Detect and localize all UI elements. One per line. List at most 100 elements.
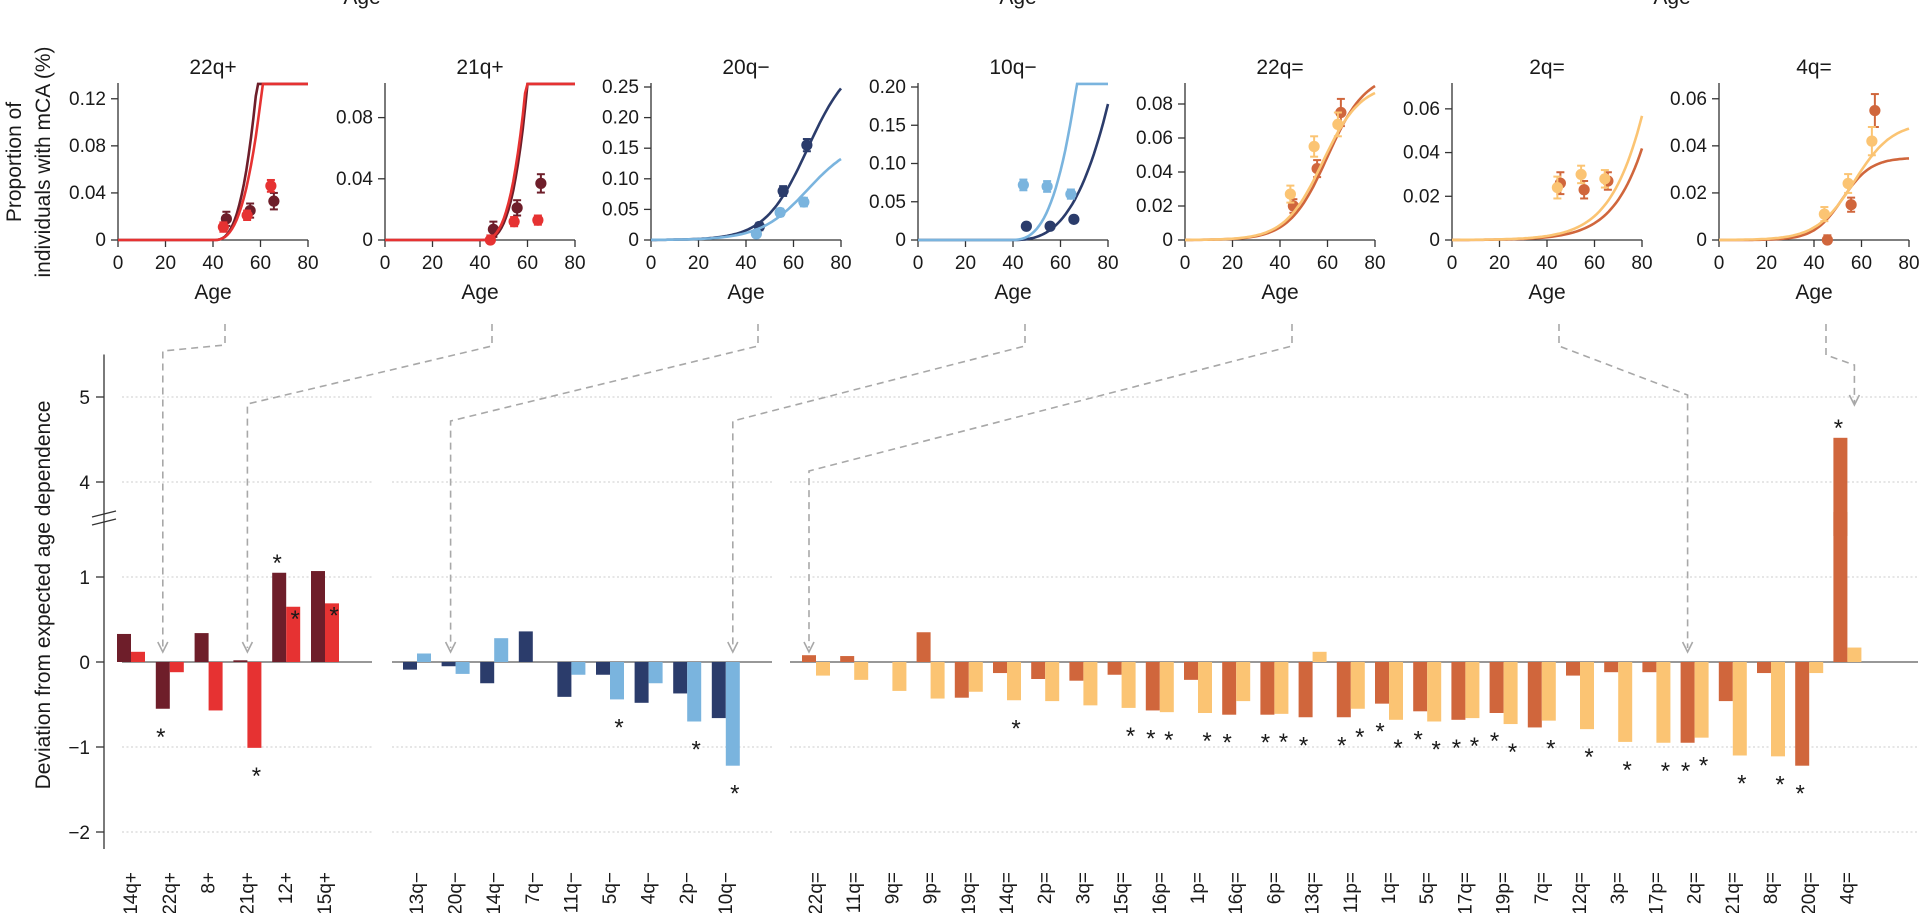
x-tick-label: 20 [1489, 253, 1510, 274]
bar-light-22q+ [169, 662, 184, 673]
category-label: 9q= [882, 872, 903, 904]
significance-star: * [1011, 715, 1020, 742]
panel-4q=: 4q= 0 0.02 0.04 0.06 0 20 40 60 80 Age [1670, 56, 1920, 304]
data-point-light [241, 209, 253, 221]
y-tick-label: 0.20 [602, 108, 639, 129]
bar-dark-13q− [403, 662, 417, 670]
panel-2q=: 2q= 0 0.02 0.04 0.06 0 20 40 60 80 Age [1403, 56, 1653, 304]
fit-curve-light [1185, 91, 1376, 242]
significance-star: * [1261, 730, 1270, 757]
data-point-dark [1578, 184, 1590, 196]
category-label: 2p= [1035, 872, 1056, 904]
data-point-dark [1020, 220, 1032, 232]
x-tick-label: 0 [913, 253, 924, 274]
bar-dark-17q= [1451, 662, 1466, 720]
data-point-light [1065, 188, 1077, 200]
bar-dark-8+ [194, 633, 209, 662]
bar-dark-13q= [1298, 662, 1313, 718]
data-point-light [265, 180, 277, 192]
category-label: 8q= [1761, 872, 1782, 904]
category-label: 11p= [1341, 872, 1362, 913]
bar-light-9p= [930, 662, 945, 699]
y-tick-label: 0.02 [1403, 186, 1440, 207]
significance-star: * [614, 714, 623, 741]
category-label: 10q− [716, 872, 737, 913]
bar-light-14q− [494, 638, 509, 662]
bar-dark-11q− [557, 662, 572, 697]
y-tick-label: 0 [1162, 230, 1173, 251]
y-tick-label: 0.08 [69, 136, 106, 157]
x-tick-label: 80 [1898, 253, 1919, 274]
bar-dark-11p= [1336, 662, 1351, 718]
y-tick-label: 0 [95, 230, 106, 251]
data-point-dark [777, 185, 789, 197]
significance-star: * [1661, 758, 1670, 785]
top-y-axis-label-line2: individuals with mCA (%) [32, 46, 55, 277]
bar-dark-21q= [1718, 662, 1733, 702]
x-tick-label: 40 [469, 253, 490, 274]
category-label: 3q= [1073, 872, 1094, 904]
significance-star: * [156, 724, 165, 751]
fit-curve-dark [118, 82, 308, 242]
data-point-light [1842, 177, 1854, 190]
category-label: 2q= [1685, 872, 1706, 904]
category-label: 15q+ [315, 872, 336, 913]
x-tick-label: 60 [517, 253, 538, 274]
y-tick-label: 0.02 [1136, 196, 1173, 217]
category-label: 4q− [639, 872, 660, 904]
y-tick-label: 0.04 [336, 169, 373, 190]
x-tick-label: 60 [1317, 253, 1338, 274]
significance-star: * [1775, 771, 1784, 798]
bar-dark-12+ [272, 572, 287, 662]
bar-light-3q= [1083, 662, 1098, 706]
bar-dark-17p= [1642, 662, 1657, 673]
significance-star: * [1375, 719, 1384, 746]
fit-curve-light [650, 157, 842, 242]
bar-light-14q+ [131, 651, 145, 662]
x-tick-label: 20 [955, 253, 976, 274]
data-point-light [1551, 181, 1563, 194]
category-label: 12+ [276, 872, 297, 904]
x-tick-label: 0 [380, 253, 391, 274]
y-tick-label: 0 [1696, 230, 1707, 251]
bar-dark-4q− [634, 662, 649, 703]
x-axis-label: Age [1528, 281, 1565, 304]
bar-group-losses: 13q− 20q− 14q− 7q− 11q− * 5q− 4q− * 2p− * 10q− [392, 631, 772, 913]
connector-4q= [1825, 324, 1856, 405]
bar-dark-3p= [1604, 662, 1619, 673]
x-tick-label: 20 [1756, 253, 1777, 274]
y-tick-label: 0.25 [602, 77, 639, 98]
x-axis-label: Age [994, 281, 1031, 304]
bar-light-17q= [1465, 662, 1480, 719]
bar-light-16q= [1236, 662, 1251, 702]
bar-dark-20q− [441, 662, 456, 667]
y-tick-label: 5 [79, 388, 90, 409]
clipped-age-label-middle: Age [999, 0, 1036, 9]
x-tick-label: 80 [297, 253, 318, 274]
bar-dark-11q= [840, 656, 855, 662]
data-point-dark [801, 139, 813, 151]
category-label: 19q= [959, 872, 980, 913]
bar-light-21q+ [247, 662, 262, 748]
category-label: 21q= [1723, 872, 1744, 913]
category-label: 13q− [407, 872, 428, 913]
bar-dark-22q= [802, 655, 816, 662]
significance-star: * [1584, 744, 1593, 771]
top-panels: 22q+ 0 0.04 0.08 0.12 0 20 40 60 80 Age 21q+ 0 0.04 0.… [69, 56, 1920, 304]
bar-light-3p= [1618, 662, 1633, 742]
category-label: 16p= [1150, 872, 1171, 913]
bar-light-9q= [892, 662, 907, 691]
fit-curve-dark [918, 103, 1110, 242]
bar-dark-14q− [480, 662, 495, 684]
category-label: 11q− [561, 872, 582, 913]
bar-light-4q− [648, 662, 663, 684]
fit-curve-light [118, 82, 308, 242]
y-tick-label: 0.20 [869, 77, 906, 98]
panel-title: 4q= [1796, 56, 1832, 79]
x-tick-label: 40 [1536, 253, 1557, 274]
connector-arrowhead [1681, 641, 1694, 654]
category-label: 17p= [1646, 872, 1667, 913]
bar-light-21q= [1732, 662, 1747, 756]
x-tick-label: 40 [1269, 253, 1290, 274]
